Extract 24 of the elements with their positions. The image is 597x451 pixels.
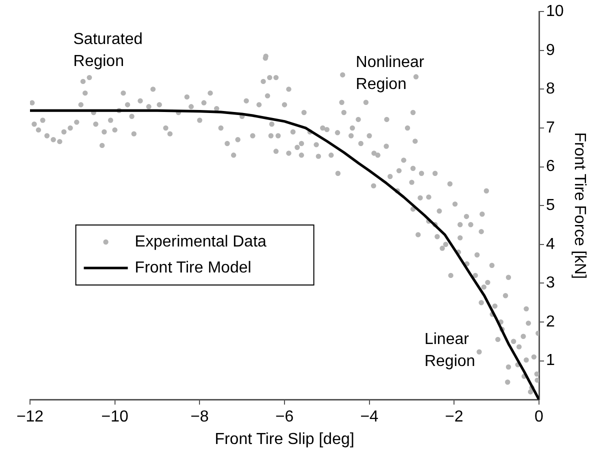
x-tick-label: −10 bbox=[101, 408, 129, 426]
x-axis-title: Front Tire Slip [deg] bbox=[214, 430, 354, 448]
x-tick-label: −4 bbox=[360, 408, 379, 426]
y-tick-label: 4 bbox=[546, 236, 556, 253]
x-tick-label: −6 bbox=[275, 408, 294, 426]
y-tick-label: 7 bbox=[546, 119, 556, 136]
y-tick-label: 8 bbox=[546, 80, 556, 98]
x-tick-label: −12 bbox=[16, 408, 44, 426]
annotation: Saturated Region bbox=[73, 30, 143, 70]
y-tick-label: 2 bbox=[546, 313, 556, 330]
x-tick-label: −2 bbox=[445, 408, 464, 426]
y-tick-label: 9 bbox=[546, 42, 556, 59]
annotation: Nonlinear Region bbox=[356, 54, 425, 94]
x-tick-label: 0 bbox=[534, 408, 544, 426]
y-tick-label: 5 bbox=[546, 197, 556, 214]
x-tick-label: −8 bbox=[190, 408, 209, 426]
legend-label: Front Tire Model bbox=[134, 259, 252, 276]
annotation: Linear Region bbox=[424, 331, 476, 370]
legend-label: Experimental Data bbox=[134, 233, 267, 250]
y-tick-label: 10 bbox=[546, 3, 564, 20]
y-tick-label: 3 bbox=[546, 274, 556, 292]
y-tick-label: 6 bbox=[546, 158, 556, 176]
y-axis-title: Front Tire Force [kN] bbox=[570, 132, 588, 279]
y-tick-label: 1 bbox=[546, 352, 556, 370]
